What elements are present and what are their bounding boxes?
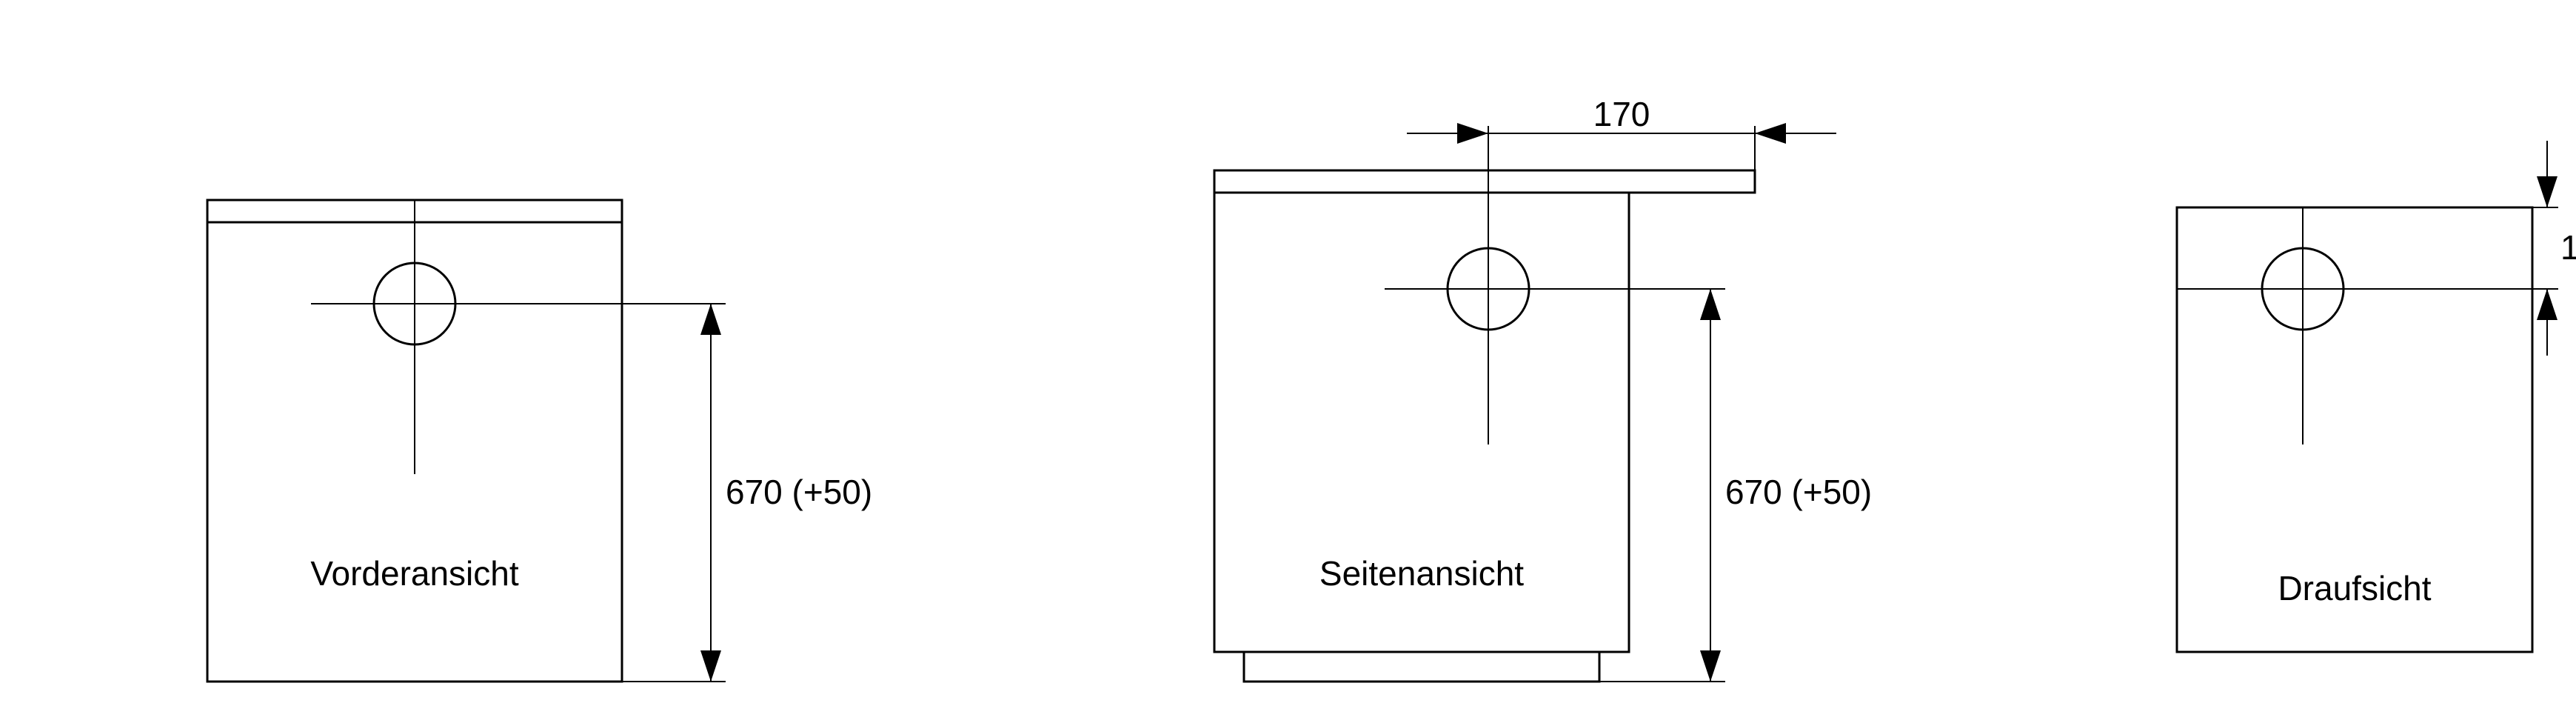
top-dim-arrow-top	[2537, 176, 2557, 207]
side-dimh-arrow-right	[1755, 123, 1786, 144]
front-dim-label: 670 (+50)	[726, 473, 872, 511]
top-title: Draufsicht	[2278, 569, 2431, 607]
side-dimv-arrow-top	[1700, 289, 1721, 320]
side-title: Seitenansicht	[1319, 554, 1524, 593]
side-dimh-label: 170	[1593, 95, 1650, 133]
side-dimv-label: 670 (+50)	[1725, 473, 1872, 511]
side-top-overhang	[1214, 170, 1755, 193]
front-dim-arrow-bot	[700, 650, 721, 682]
side-base	[1244, 652, 1599, 682]
side-dimv-arrow-bot	[1700, 650, 1721, 682]
top-dim-label: 170	[2560, 228, 2576, 267]
front-title: Vorderansicht	[310, 554, 518, 593]
side-dimh-arrow-left	[1457, 123, 1488, 144]
front-dim-arrow-top	[700, 304, 721, 335]
top-dim-arrow-bot	[2537, 289, 2557, 320]
